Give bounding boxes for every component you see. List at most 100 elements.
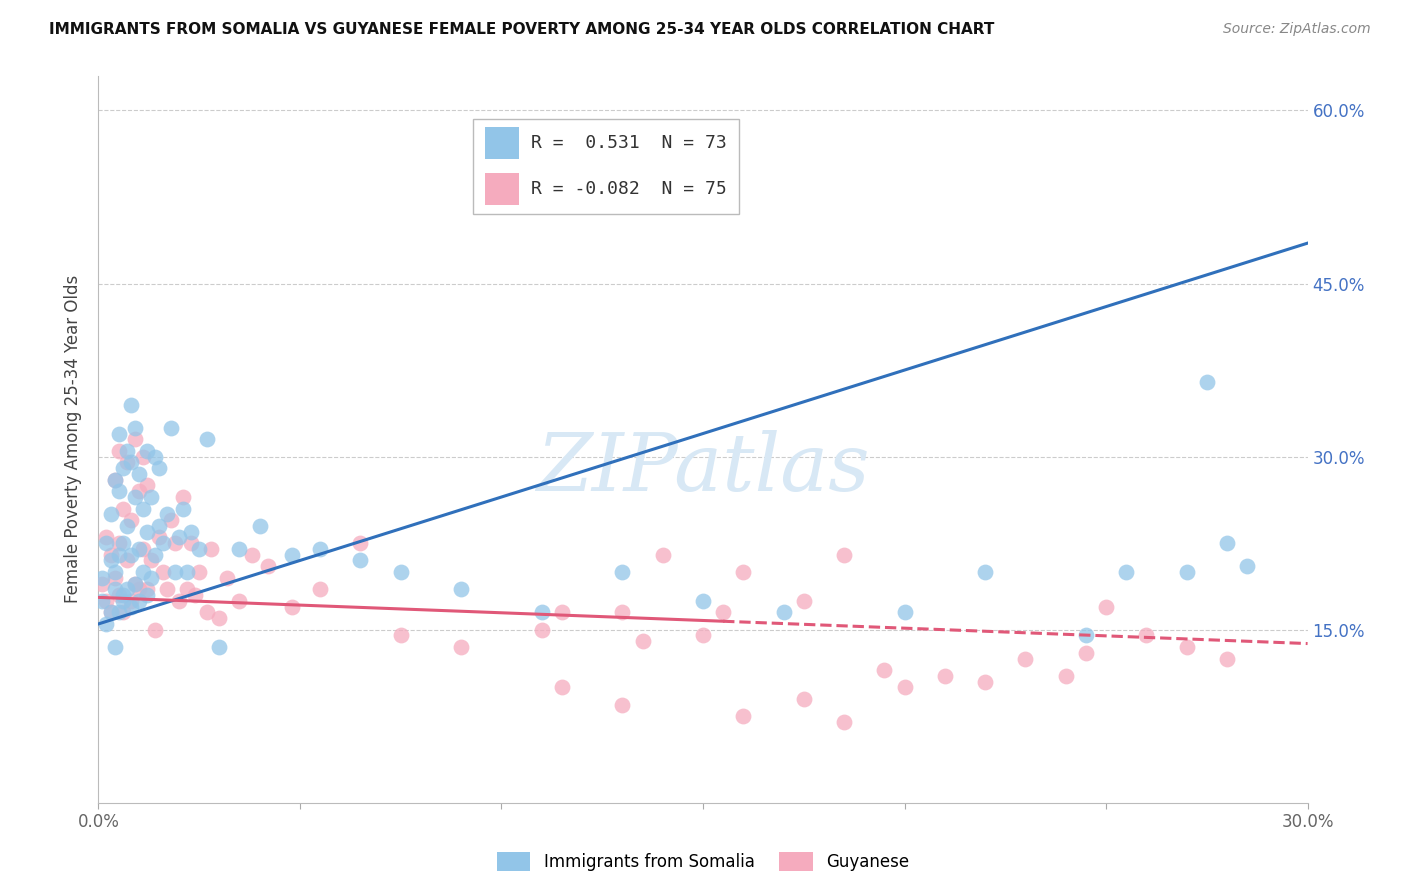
Point [120, 599, 142, 614]
Point [1216, 651, 1239, 665]
Point [139, 571, 162, 585]
Point [115, 553, 138, 567]
Point [281, 599, 304, 614]
Point [124, 432, 146, 446]
Point [91, 594, 114, 608]
Point [309, 541, 332, 556]
Point [228, 594, 250, 608]
Point [389, 565, 412, 579]
Point [100, 508, 122, 522]
Point [111, 606, 134, 620]
Point [115, 582, 138, 597]
Point [124, 576, 146, 591]
Point [450, 640, 472, 654]
Point [893, 681, 915, 695]
Text: ZIPatlas: ZIPatlas [536, 430, 870, 508]
Point [139, 490, 162, 504]
Point [115, 443, 138, 458]
Point [450, 582, 472, 597]
Point [309, 582, 332, 597]
Point [1054, 669, 1077, 683]
Point [96, 616, 118, 631]
Point [96, 530, 118, 544]
Point [107, 536, 129, 550]
Point [120, 594, 142, 608]
Point [96, 536, 118, 550]
Point [143, 450, 166, 464]
Point [793, 594, 815, 608]
Point [349, 553, 371, 567]
Point [115, 455, 138, 469]
Point [160, 513, 183, 527]
Point [349, 536, 371, 550]
Text: R =  0.531  N = 73: R = 0.531 N = 73 [531, 134, 727, 152]
Point [167, 530, 190, 544]
Point [208, 640, 231, 654]
Point [281, 548, 304, 562]
Point [135, 524, 157, 539]
Point [1074, 628, 1097, 642]
Point [163, 565, 186, 579]
Point [1014, 651, 1036, 665]
Point [103, 582, 125, 597]
Point [188, 541, 211, 556]
Point [172, 490, 194, 504]
Point [91, 576, 114, 591]
Point [612, 565, 634, 579]
Point [793, 692, 815, 706]
Y-axis label: Female Poverty Among 25-34 Year Olds: Female Poverty Among 25-34 Year Olds [65, 276, 83, 603]
Point [107, 484, 129, 499]
Point [172, 501, 194, 516]
Point [1095, 599, 1118, 614]
Point [135, 443, 157, 458]
Point [148, 461, 170, 475]
Point [651, 548, 673, 562]
Bar [485, 172, 519, 205]
Point [1115, 565, 1137, 579]
Point [107, 606, 129, 620]
Point [115, 519, 138, 533]
Point [132, 541, 155, 556]
Point [176, 582, 198, 597]
Point [100, 606, 122, 620]
Point [124, 490, 146, 504]
Bar [485, 127, 519, 160]
Point [772, 606, 794, 620]
Point [120, 548, 142, 562]
Point [733, 565, 755, 579]
Point [111, 536, 134, 550]
Point [530, 623, 553, 637]
Point [974, 674, 997, 689]
Point [551, 606, 574, 620]
Point [156, 582, 179, 597]
Point [167, 594, 190, 608]
Point [152, 565, 174, 579]
Point [103, 473, 125, 487]
Text: Source: ZipAtlas.com: Source: ZipAtlas.com [1223, 22, 1371, 37]
Point [135, 582, 157, 597]
Point [124, 576, 146, 591]
Point [111, 594, 134, 608]
Text: IMMIGRANTS FROM SOMALIA VS GUYANESE FEMALE POVERTY AMONG 25-34 YEAR OLDS CORRELA: IMMIGRANTS FROM SOMALIA VS GUYANESE FEMA… [49, 22, 994, 37]
Point [1175, 640, 1198, 654]
Point [107, 426, 129, 441]
Point [1135, 628, 1157, 642]
Point [184, 588, 207, 602]
Point [128, 541, 150, 556]
Point [156, 508, 179, 522]
Point [120, 398, 142, 412]
Point [120, 455, 142, 469]
Point [103, 565, 125, 579]
Point [143, 623, 166, 637]
Point [107, 443, 129, 458]
Point [256, 559, 278, 574]
Point [124, 421, 146, 435]
Point [832, 714, 855, 729]
Point [249, 519, 271, 533]
Point [100, 606, 122, 620]
Point [1195, 375, 1218, 389]
Point [128, 484, 150, 499]
Point [1074, 646, 1097, 660]
Point [135, 478, 157, 492]
Point [103, 571, 125, 585]
